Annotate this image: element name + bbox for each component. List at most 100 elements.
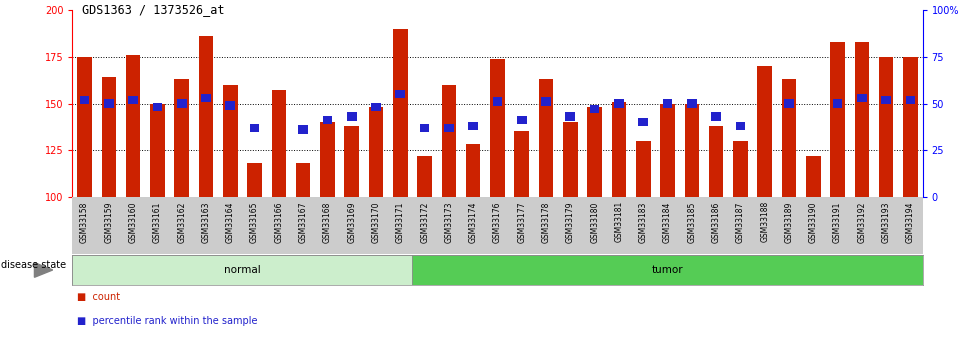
Bar — [663, 99, 672, 108]
Bar — [469, 122, 478, 130]
Bar — [298, 125, 308, 134]
Bar — [417, 156, 432, 197]
Bar — [126, 55, 140, 197]
Bar — [150, 104, 165, 197]
Bar — [806, 156, 820, 197]
Bar — [781, 79, 796, 197]
Bar — [905, 96, 915, 104]
Bar — [490, 59, 505, 197]
Bar — [903, 57, 918, 197]
Bar — [201, 94, 211, 102]
Text: GSM33180: GSM33180 — [590, 201, 599, 243]
Bar — [685, 104, 699, 197]
Text: GSM33160: GSM33160 — [128, 201, 138, 243]
Bar — [296, 163, 310, 197]
Bar — [830, 42, 845, 197]
Bar — [660, 104, 675, 197]
Text: tumor: tumor — [652, 265, 683, 275]
Bar — [441, 85, 456, 197]
Text: GSM33184: GSM33184 — [663, 201, 672, 243]
Text: GSM33176: GSM33176 — [493, 201, 502, 243]
Bar — [77, 57, 92, 197]
Text: GSM33158: GSM33158 — [80, 201, 89, 243]
Text: GDS1363 / 1373526_at: GDS1363 / 1373526_at — [82, 3, 225, 17]
Bar — [199, 37, 213, 197]
Bar — [320, 122, 335, 197]
Bar — [881, 96, 891, 104]
Text: ■  percentile rank within the sample: ■ percentile rank within the sample — [77, 316, 258, 326]
Text: GSM33170: GSM33170 — [372, 201, 381, 243]
Bar — [493, 97, 502, 106]
Text: GSM33168: GSM33168 — [323, 201, 332, 243]
Text: GSM33164: GSM33164 — [226, 201, 235, 243]
Text: GSM33186: GSM33186 — [712, 201, 721, 243]
Bar — [175, 79, 189, 197]
Bar — [515, 131, 529, 197]
Bar — [250, 124, 260, 132]
Bar — [614, 99, 624, 108]
Text: GSM33192: GSM33192 — [857, 201, 867, 243]
Text: GSM33162: GSM33162 — [177, 201, 186, 243]
Bar — [393, 29, 408, 197]
Text: GSM33169: GSM33169 — [347, 201, 356, 243]
Bar — [104, 99, 114, 108]
Text: GSM33159: GSM33159 — [104, 201, 113, 243]
Bar — [539, 79, 554, 197]
Bar — [177, 99, 186, 108]
Bar — [225, 101, 235, 110]
Text: GSM33189: GSM33189 — [784, 201, 793, 243]
Text: GSM33190: GSM33190 — [809, 201, 818, 243]
Text: GSM33167: GSM33167 — [298, 201, 308, 243]
Bar — [153, 103, 162, 111]
Text: GSM33178: GSM33178 — [542, 201, 551, 243]
Text: GSM33165: GSM33165 — [250, 201, 259, 243]
Text: GSM33173: GSM33173 — [444, 201, 453, 243]
Text: GSM33172: GSM33172 — [420, 201, 429, 243]
Bar — [395, 90, 405, 98]
Text: GSM33194: GSM33194 — [906, 201, 915, 243]
Text: GSM33163: GSM33163 — [202, 201, 211, 243]
Text: GSM33187: GSM33187 — [736, 201, 745, 243]
Text: GSM33188: GSM33188 — [760, 201, 769, 243]
Bar — [590, 105, 600, 113]
Bar — [369, 107, 384, 197]
Text: GSM33185: GSM33185 — [687, 201, 696, 243]
Bar — [323, 116, 332, 125]
Text: GSM33171: GSM33171 — [396, 201, 405, 243]
Text: GSM33181: GSM33181 — [614, 201, 623, 243]
Bar — [271, 90, 286, 197]
Text: GSM33161: GSM33161 — [153, 201, 162, 243]
Bar — [709, 126, 724, 197]
Bar — [412, 255, 923, 285]
Bar — [636, 141, 650, 197]
Bar — [247, 163, 262, 197]
Bar — [466, 145, 480, 197]
Text: GSM33174: GSM33174 — [469, 201, 478, 243]
Bar — [517, 116, 526, 125]
Bar — [80, 96, 90, 104]
Text: GSM33177: GSM33177 — [517, 201, 526, 243]
Bar — [757, 66, 772, 197]
Text: GSM33191: GSM33191 — [833, 201, 842, 243]
Bar — [639, 118, 648, 126]
Text: GSM33193: GSM33193 — [882, 201, 891, 243]
Bar — [587, 107, 602, 197]
Bar — [444, 124, 454, 132]
Bar — [101, 77, 116, 197]
Bar — [563, 122, 578, 197]
Bar — [371, 103, 381, 111]
Bar — [687, 99, 696, 108]
Text: GSM33166: GSM33166 — [274, 201, 283, 243]
Bar — [223, 85, 238, 197]
Bar — [72, 255, 412, 285]
Bar — [784, 99, 794, 108]
Bar — [420, 124, 430, 132]
Bar — [345, 126, 359, 197]
Text: normal: normal — [224, 265, 261, 275]
Text: GSM33183: GSM33183 — [639, 201, 648, 243]
Bar — [565, 112, 575, 121]
Bar — [347, 112, 356, 121]
Bar — [541, 97, 551, 106]
Bar — [711, 112, 721, 121]
Bar — [735, 122, 745, 130]
